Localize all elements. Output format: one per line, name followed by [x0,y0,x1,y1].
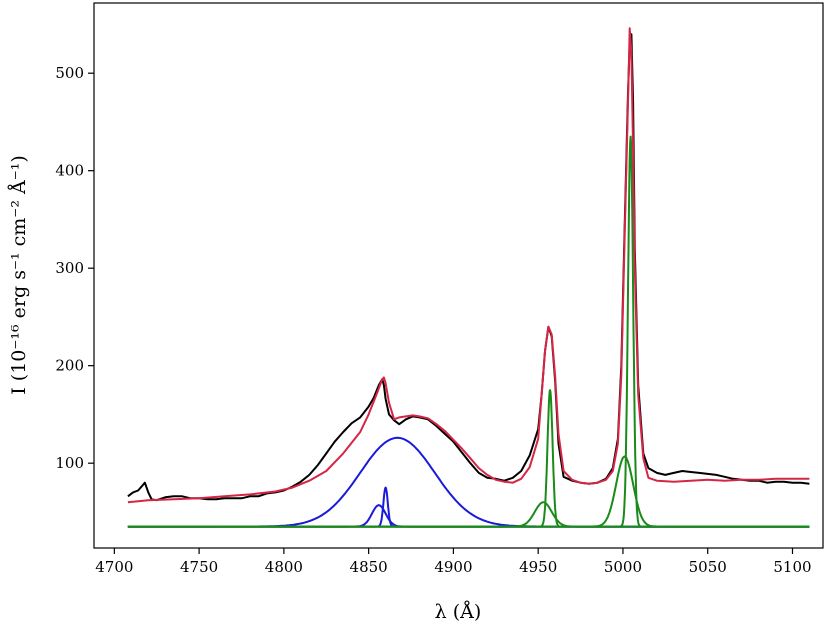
x-tick-label: 5000 [604,558,642,576]
y-tick-label: 200 [55,357,84,375]
x-tick-label: 4750 [180,558,218,576]
y-tick-label: 100 [55,454,84,472]
model-spectrum-line [127,27,810,504]
y-axis-ticks: 100 200 300 400 500 [55,64,94,472]
y-tick-label: 400 [55,162,84,180]
x-tick-label: 4700 [95,558,133,576]
plot-curves [127,27,810,528]
x-axis-ticks: 4700 4750 4800 4850 4900 4950 5000 5050 5100 [95,548,812,576]
x-tick-label: 4800 [265,558,303,576]
x-tick-label: 4950 [519,558,557,576]
hbeta_narrow_a-line [127,504,810,528]
oiii_4959_broad-line [127,501,810,528]
oiii_5007_narrow-line [127,135,810,528]
y-axis-label: I (10⁻¹⁶ erg s⁻¹ cm⁻² Å⁻¹) [8,155,30,395]
plot-frame [93,2,824,549]
x-axis-label: λ (Å) [435,601,482,623]
oiii_4959_narrow-line [127,389,810,528]
y-tick-label: 500 [55,64,84,82]
observed-spectrum-line [127,33,810,502]
x-tick-label: 4900 [434,558,472,576]
oiii_5007_broad-line [127,455,810,528]
x-tick-label: 4850 [350,558,388,576]
y-tick-label: 300 [55,259,84,277]
hbeta_narrow_b-line [127,486,810,528]
x-tick-label: 5100 [773,558,811,576]
x-tick-label: 5050 [689,558,727,576]
hbeta_broad-line [127,436,810,528]
